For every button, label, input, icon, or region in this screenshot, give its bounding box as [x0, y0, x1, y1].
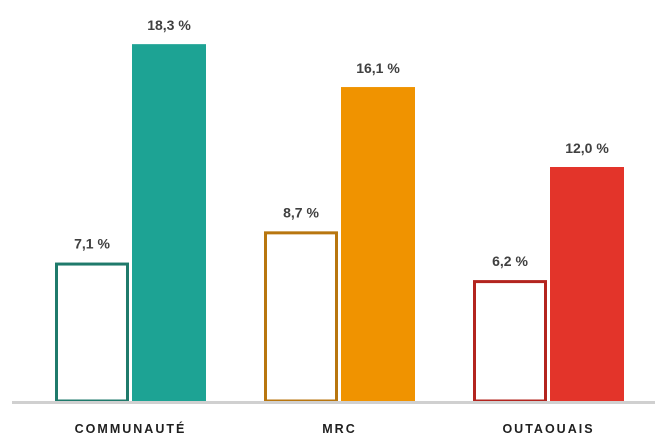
value-label-outaouais-outline: 6,2 % [492, 253, 528, 269]
bars-group [55, 44, 624, 403]
bar-filled-outaouais [550, 167, 624, 401]
bar-outline-mrc [264, 231, 338, 403]
category-labels-group: COMMUNAUTÉ MRC OUTAOUAIS [75, 421, 594, 436]
bar-filled-communaute [132, 44, 206, 402]
value-label-mrc-filled: 16,1 % [356, 60, 400, 76]
value-label-communaute-outline: 7,1 % [74, 236, 110, 252]
value-label-outaouais-filled: 12,0 % [565, 140, 609, 156]
bar-filled-mrc [341, 87, 415, 402]
bar-outline-outaouais [473, 280, 547, 403]
value-label-communaute-filled: 18,3 % [147, 17, 191, 33]
value-label-mrc-outline: 8,7 % [283, 204, 319, 220]
category-label-communaute: COMMUNAUTÉ [75, 421, 187, 436]
category-label-mrc: MRC [322, 422, 356, 436]
category-label-outaouais: OUTAOUAIS [502, 422, 594, 436]
value-labels-group: 7,1 % 18,3 % 8,7 % 16,1 % 6,2 % 12,0 % [74, 17, 609, 269]
bar-outline-communaute [55, 262, 129, 403]
